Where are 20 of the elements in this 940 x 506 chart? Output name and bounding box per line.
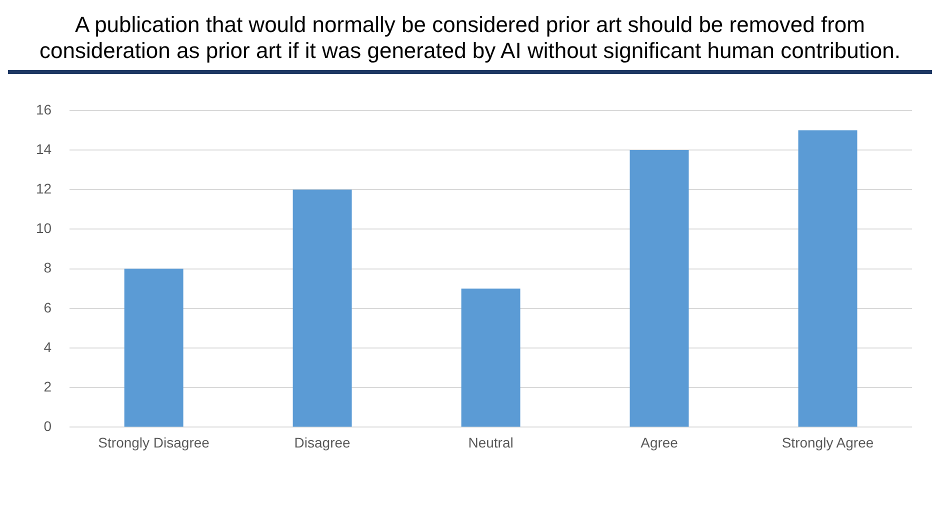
y-tick-label: 16 <box>36 101 52 118</box>
y-tick-label: 2 <box>44 378 52 394</box>
bar <box>292 190 352 427</box>
y-tick-label: 8 <box>44 260 52 276</box>
y-tick-label: 0 <box>44 418 52 434</box>
y-tick-label: 12 <box>36 180 52 196</box>
bar <box>461 288 520 427</box>
x-tick-label: Disagree <box>294 434 351 450</box>
y-tick-label: 4 <box>44 338 52 355</box>
bar <box>798 130 858 427</box>
x-tick-label: Strongly Agree <box>782 434 874 450</box>
x-tick-label: Neutral <box>468 434 514 450</box>
y-tick-label: 14 <box>36 140 52 157</box>
y-tick-label: 10 <box>36 220 52 236</box>
bar <box>124 268 184 427</box>
chart-title: A publication that would normally be considered prior art should be removed from consideration as prior art if it was generated by AI without significant human contribution. <box>38 11 902 65</box>
x-tick-label: Strongly Disagree <box>98 434 210 450</box>
bar <box>630 150 689 427</box>
x-tick-label: Agree <box>640 434 678 450</box>
y-tick-label: 6 <box>44 299 52 316</box>
